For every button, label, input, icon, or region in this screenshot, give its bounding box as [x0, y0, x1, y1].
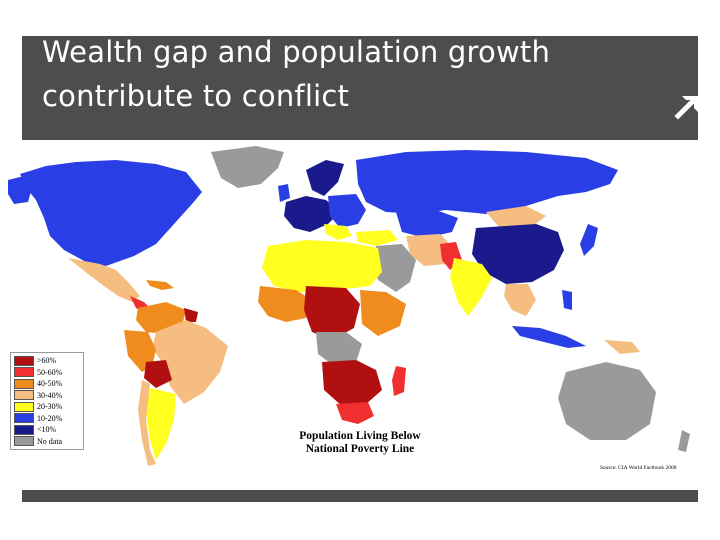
- legend-item: 10-20%: [14, 413, 80, 425]
- world-poverty-map: [8, 146, 690, 466]
- map-region-papua: [604, 340, 640, 354]
- map-region-peru: [124, 330, 156, 372]
- map-legend: >60% 50-60% 40-50% 30-40% 20-30% 10-20% …: [10, 352, 84, 450]
- legend-label: 50-60%: [37, 367, 63, 377]
- map-region-australia: [558, 362, 656, 440]
- legend-label: No data: [37, 436, 63, 446]
- legend-swatch: [14, 378, 34, 389]
- arrow-up-right-icon[interactable]: [670, 90, 702, 122]
- legend-label: 20-30%: [37, 402, 63, 412]
- legend-item: 40-50%: [14, 378, 80, 390]
- map-region-south-africa: [336, 402, 374, 424]
- legend-swatch: [14, 401, 34, 412]
- map-region-scandinavia: [306, 160, 344, 196]
- map-region-kazakhstan: [396, 210, 458, 238]
- map-region-balkans: [324, 224, 352, 240]
- legend-item: 50-60%: [14, 367, 80, 379]
- map-region-new-zealand: [678, 430, 690, 452]
- legend-swatch: [14, 367, 34, 378]
- map-region-southern-africa: [322, 360, 382, 406]
- legend-swatch: [14, 413, 34, 424]
- bottom-bar: [22, 490, 698, 502]
- legend-label: 10-20%: [37, 413, 63, 423]
- legend-item: 30-40%: [14, 390, 80, 402]
- legend-swatch: [14, 390, 34, 401]
- map-region-uk: [278, 184, 290, 202]
- map-caption-line: National Poverty Line: [305, 443, 415, 455]
- legend-label: >60%: [37, 356, 57, 366]
- map-region-japan: [580, 224, 598, 256]
- legend-swatch: [14, 436, 34, 447]
- map-region-caribbean: [146, 280, 174, 290]
- map-region-north-africa: [262, 240, 382, 292]
- map-region-chile: [138, 380, 156, 466]
- legend-label: <10%: [37, 425, 57, 435]
- map-caption-line: Population Living Below: [299, 430, 421, 442]
- legend-item: 20-30%: [14, 401, 80, 413]
- map-region-alaska: [8, 176, 32, 204]
- map-region-bolivia: [144, 360, 172, 388]
- legend-item: <10%: [14, 424, 80, 436]
- map-region-argentina: [146, 388, 176, 460]
- map-region-turkey: [356, 230, 398, 246]
- map-region-greenland: [211, 146, 284, 188]
- map-region-indonesia: [512, 326, 586, 348]
- legend-label: 30-40%: [37, 390, 63, 400]
- map-region-mongolia: [486, 206, 546, 228]
- map-region-china: [472, 224, 564, 284]
- map-region-guianas: [184, 308, 198, 322]
- map-region-philippines: [562, 290, 572, 310]
- map-region-congo: [316, 332, 362, 366]
- map-region-mexico: [68, 258, 140, 302]
- title-bar: Wealth gap and population growth contrib…: [22, 35, 698, 140]
- map-region-western-europe: [284, 196, 340, 232]
- map-region-brazil: [152, 320, 228, 404]
- map-region-madagascar: [392, 366, 406, 396]
- map-region-india: [450, 258, 492, 316]
- legend-item: >60%: [14, 355, 80, 367]
- legend-swatch: [14, 424, 34, 435]
- slide-title: Wealth gap and population growth contrib…: [42, 35, 551, 113]
- legend-label: 40-50%: [37, 379, 63, 389]
- map-region-middle-east: [372, 244, 416, 292]
- map-region-canada-usa: [20, 160, 202, 266]
- map-region-russia: [356, 150, 618, 214]
- map-region-central-africa: [304, 286, 360, 340]
- map-region-eastern-europe: [328, 194, 366, 228]
- legend-item: No data: [14, 436, 80, 448]
- map-region-east-africa: [360, 290, 406, 336]
- map-source: Source: CIA World Factbook 2008: [600, 465, 677, 471]
- legend-swatch: [14, 355, 34, 366]
- map-caption: Population Living Below National Poverty…: [270, 430, 450, 456]
- map-region-west-africa: [258, 286, 312, 322]
- map-region-southeast-asia: [504, 284, 536, 316]
